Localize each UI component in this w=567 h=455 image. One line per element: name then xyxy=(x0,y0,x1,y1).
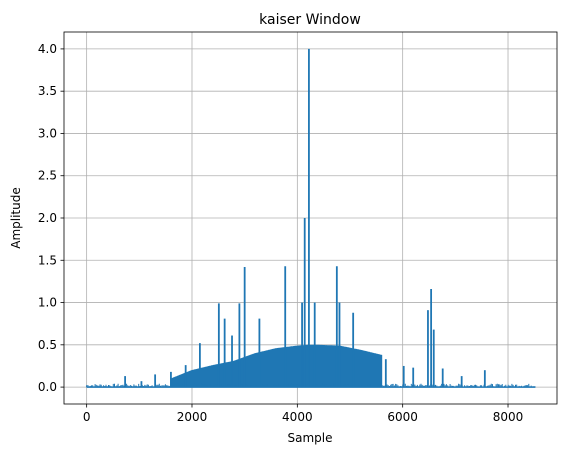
plot-area xyxy=(86,48,536,388)
x-tick-label: 4000 xyxy=(282,410,313,424)
chart-title: kaiser Window xyxy=(259,12,361,28)
axes-ticks: 0 2000 4000 6000 8000 0.0 0.5 1.0 1.5 2.0 2.5 3.0 3.… xyxy=(38,42,523,424)
x-tick-label: 2000 xyxy=(177,410,208,424)
y-tick-label: 3.0 xyxy=(38,126,57,140)
y-axis-label: Amplitude xyxy=(9,187,23,249)
y-tick-label: 3.5 xyxy=(38,84,57,98)
x-axis-label: Sample xyxy=(288,431,333,445)
y-tick-label: 4.0 xyxy=(38,42,57,56)
y-tick-label: 2.5 xyxy=(38,169,57,183)
x-tick-label: 8000 xyxy=(493,410,524,424)
x-tick-label: 6000 xyxy=(387,410,418,424)
y-tick-label: 0.5 xyxy=(38,338,57,352)
x-tick-label: 0 xyxy=(83,410,91,424)
y-tick-label: 2.0 xyxy=(38,211,57,225)
grid xyxy=(64,32,557,404)
y-tick-label: 1.5 xyxy=(38,253,57,267)
y-tick-label: 0.0 xyxy=(38,380,57,394)
y-tick-label: 1.0 xyxy=(38,296,57,310)
